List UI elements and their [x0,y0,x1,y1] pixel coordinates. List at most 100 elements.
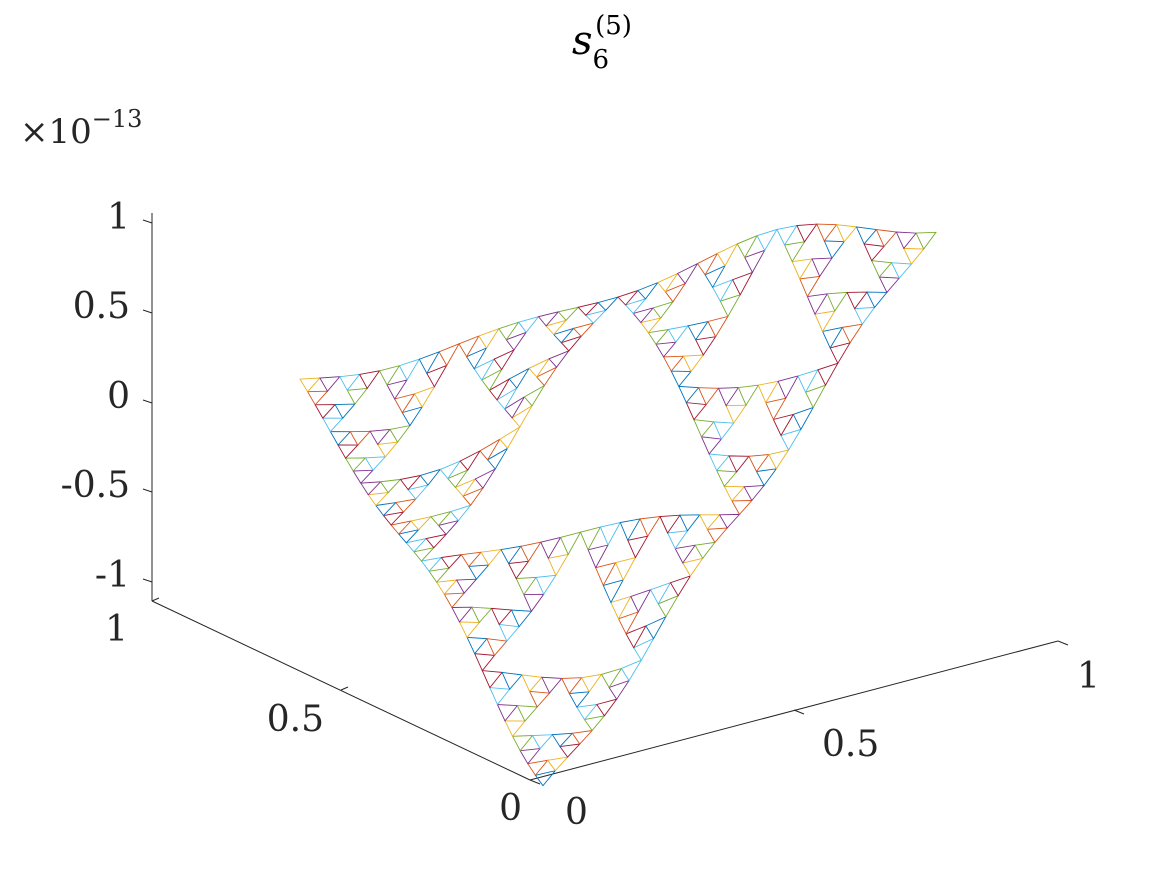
surface-cell [715,469,738,488]
surface-cell [382,511,405,526]
surface-cell [587,544,609,569]
surface-cell [717,387,740,407]
surface-cell [545,319,568,336]
surface-cell [652,300,675,319]
x-tick-labels: 0 0.5 1 [565,656,1100,833]
surface-cell [559,743,581,758]
surface-cell [527,759,549,777]
surface-cell [704,264,727,289]
surface-cell [817,362,839,387]
z-tick-label: 1 [107,197,130,238]
surface-cell [777,375,799,400]
tick-mark [142,578,153,583]
surface-cell [486,638,508,657]
surface-cell [791,258,813,280]
surface-cell [744,249,766,274]
surface-cell [829,342,851,365]
surface-cell [797,369,819,394]
surface-cell [728,455,750,473]
surface-cell [602,579,625,604]
title-superscript: (5) [595,11,632,41]
chart-title: s6 (5) [572,11,632,75]
sierpinski-surface [299,223,937,787]
surface-cell [863,243,885,262]
surface-cell [454,477,477,497]
surface-cell [407,484,430,500]
surface-cell [438,342,461,367]
surface-cell [655,341,677,358]
surface-cell [462,487,485,507]
surface-cell [560,335,583,352]
surface-cell [344,457,367,472]
tick-mark [1057,640,1069,646]
surface-cell [375,501,398,517]
surface-cell [695,336,717,356]
surface-cell [731,271,754,296]
surface-cell [776,224,798,246]
surface-cell [576,703,598,721]
surface-cell [608,679,631,701]
surface-cell [519,748,542,765]
surface-cell [358,370,381,390]
surface-cell [535,574,557,596]
surface-cell [903,247,925,265]
surface-cell [523,593,545,613]
surface-cell [299,377,321,393]
surface-cell [765,397,787,421]
surface-cell [669,575,692,597]
surface-cell [619,518,641,542]
title-base: s [572,18,593,64]
surface-cell [471,606,493,624]
surface-cell [637,281,660,300]
surface-cell [620,659,643,682]
surface-cell [826,291,848,312]
surface-cell [731,500,753,516]
surface-cell [559,531,582,556]
surface-cell [854,306,876,326]
surface-cell [796,223,818,243]
surface-cell [645,615,667,640]
surface-cell [349,430,372,446]
surface-cell [546,756,569,772]
surface-cell [511,735,534,752]
surface-cell [540,536,562,560]
surface-cell [699,514,721,531]
surface-cell [630,588,652,613]
surface-cell [489,687,511,706]
tick-mark [142,309,153,314]
surface-cell [458,621,481,639]
z-exponent-prefix: ×10 [20,112,92,152]
surface-cell [504,720,526,738]
surface-cell [712,278,734,303]
surface-cell [571,729,594,745]
surface-cell [517,315,540,334]
tick-mark [340,686,349,691]
surface-cell [481,368,503,392]
surface-cell [508,367,531,389]
surface-cell [306,390,329,406]
z-tick-label: 0.5 [73,286,130,327]
surface-cell [413,385,436,408]
surface-cell [583,715,606,732]
surface-cell [614,556,637,582]
surface-cell [364,456,387,471]
surface-cell [516,705,539,722]
surface-cell [855,226,878,245]
surface-cell [682,354,705,373]
surface-cell [510,609,533,628]
surface-cell [496,704,519,722]
surface-cell [725,404,747,425]
surface-cell [772,413,795,437]
surface-cell [420,556,443,572]
surface-cell [662,355,685,372]
surface-cell [379,478,402,494]
surface-cell [405,537,428,553]
surface-cell [460,551,483,568]
surface-cell [890,262,913,280]
surface-cell [468,564,490,580]
surface-cell [531,734,554,750]
surface-cell [700,436,723,455]
surface-cell [811,257,833,278]
surface-cell [639,515,661,538]
surface-cell [410,515,433,531]
